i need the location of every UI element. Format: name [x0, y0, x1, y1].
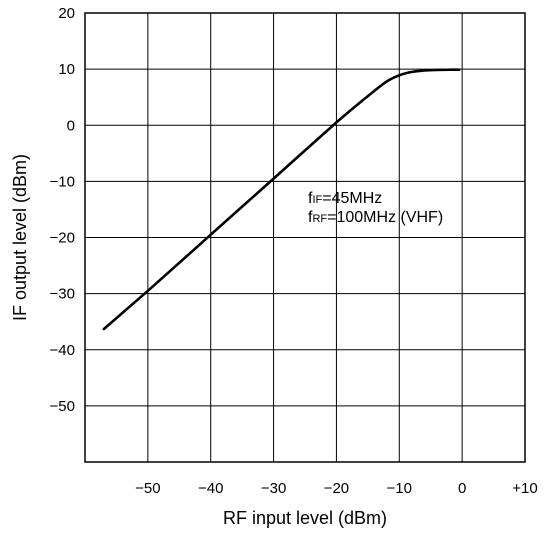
x-axis-label: RF input level (dBm) [223, 508, 387, 528]
y-axis-label: IF output level (dBm) [10, 154, 30, 321]
y-tick-label: −20 [50, 230, 75, 247]
annotation-if-frequency: fIF=45MHz [308, 190, 382, 207]
x-tick-labels: −50 −40 −30 −20 −10 0 +10 [135, 480, 538, 497]
y-tick-label: −50 [50, 398, 75, 415]
x-tick-label: −40 [198, 480, 223, 497]
y-tick-label: 0 [67, 117, 75, 134]
annotation-rf-frequency: fRF=100MHz (VHF) [308, 209, 443, 226]
x-tick-label: −30 [261, 480, 286, 497]
grid [85, 13, 525, 462]
annotation-rf-sub: RF [312, 213, 327, 225]
annotation-if-value: =45MHz [322, 190, 382, 207]
annotation-rf-value: =100MHz (VHF) [327, 209, 443, 226]
x-tick-label: −20 [324, 480, 349, 497]
y-tick-label: −40 [50, 342, 75, 359]
series-line [104, 70, 459, 329]
y-tick-label: 10 [58, 61, 75, 78]
annotation-if-sub: IF [312, 194, 322, 206]
y-tick-label: −30 [50, 286, 75, 303]
y-tick-label: −10 [50, 173, 75, 190]
x-tick-label: +10 [512, 480, 537, 497]
x-tick-label: 0 [458, 480, 466, 497]
x-tick-label: −10 [387, 480, 412, 497]
y-tick-labels: 20 10 0 −10 −20 −30 −40 −50 [50, 5, 75, 415]
x-tick-label: −50 [135, 480, 160, 497]
y-tick-label: 20 [58, 5, 75, 22]
